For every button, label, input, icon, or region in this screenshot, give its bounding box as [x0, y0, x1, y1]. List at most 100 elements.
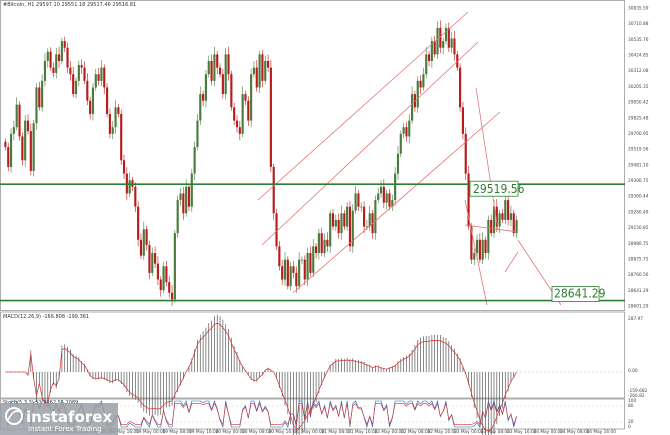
candle-body — [193, 147, 196, 174]
candle-body — [83, 67, 86, 81]
candle-body — [368, 213, 371, 227]
candle-body — [41, 80, 44, 108]
main-chart-header: #Bitcoin, H1 29597.10 29551.18 29517.46 … — [3, 2, 136, 8]
candle-body — [464, 133, 467, 174]
candle-body — [416, 80, 419, 108]
candle-body — [94, 74, 97, 88]
candle-body — [478, 239, 481, 260]
time-tick-label: 21 May 16:00 — [348, 429, 378, 435]
candle-body — [306, 253, 309, 280]
candle-body — [402, 127, 405, 134]
time-tick-label: 24 May 08:00 — [560, 429, 590, 435]
candle-body — [238, 127, 241, 134]
candle-body — [29, 131, 32, 171]
candle-body — [154, 253, 157, 264]
price-tick-label: 30535.76 — [628, 37, 649, 43]
candle-body — [187, 186, 191, 207]
candle-body — [120, 113, 123, 161]
price-tick-label: 28641.29 — [628, 288, 649, 294]
candle-body — [337, 219, 340, 234]
candle-body — [196, 120, 199, 148]
candle-body — [111, 127, 114, 134]
candle-body — [227, 54, 230, 75]
price-tick-label: 29519.56 — [628, 147, 649, 153]
resistance-label-box — [469, 180, 519, 197]
price-tick-label: 29150.85 — [628, 225, 649, 231]
price-tick-label: 28601.29 — [628, 304, 649, 310]
candle-body — [179, 193, 182, 201]
resistance-label: 29519.56 — [473, 182, 525, 196]
candle-body — [444, 27, 448, 42]
price-tick-label: 30835.59 — [628, 6, 649, 12]
support-label: 28641.29 — [554, 287, 606, 301]
instaforex-logo: instaforex Instant Forex Trading — [0, 403, 118, 435]
macd-signal-line — [5, 322, 517, 432]
candle-body — [430, 41, 433, 61]
candle-body — [24, 120, 27, 161]
candle-body — [275, 213, 278, 247]
candle-body — [470, 226, 473, 260]
candle-body — [490, 219, 493, 234]
candle-body — [9, 133, 13, 167]
price-tick-label: 29390.75 — [628, 178, 649, 184]
candle-body — [394, 173, 397, 201]
candle-body — [473, 253, 476, 260]
price-tick-label: 29360.44 — [628, 194, 649, 200]
candle-body — [340, 213, 343, 234]
candle-body — [55, 54, 58, 73]
candle-body — [252, 67, 256, 75]
candle-body — [329, 213, 332, 247]
stoch-tick-label: 80 — [628, 403, 634, 409]
candle-body — [453, 38, 456, 55]
price-tick-label: 30205.35 — [628, 84, 649, 90]
candle-body — [377, 193, 380, 201]
price-tick-label: 28980.75 — [628, 241, 649, 247]
time-tick-label: 20 May 16:00 — [269, 429, 299, 435]
price-tick-label: 30312.08 — [628, 68, 649, 74]
main-panel-frame — [0, 0, 625, 311]
candle-body — [91, 87, 95, 114]
wedge-top — [464, 224, 519, 233]
channel-lower — [292, 111, 501, 294]
candle-body — [286, 259, 289, 287]
candle-body — [18, 104, 21, 137]
candle-body — [216, 54, 219, 68]
candle-body — [399, 133, 402, 154]
candle-body — [247, 100, 250, 121]
candle-body — [303, 259, 306, 280]
candle-body — [425, 54, 428, 75]
candle-body — [15, 104, 18, 128]
macd-tick-label: -159.682 — [628, 388, 648, 394]
candle-body — [495, 206, 498, 227]
candle-body — [292, 266, 295, 273]
candle-body — [509, 213, 513, 220]
candle-body — [298, 259, 301, 287]
candle-body — [52, 67, 55, 73]
candle-body — [69, 67, 72, 75]
candle-body — [419, 80, 422, 88]
macd-axis: 287.97 0.00 -159.682-266.82 — [628, 316, 648, 399]
candle-body — [190, 173, 193, 207]
candle-body — [450, 38, 453, 48]
candle-body — [433, 41, 436, 55]
candle-body — [365, 226, 368, 228]
candle-body — [360, 206, 363, 208]
candle-body — [159, 279, 162, 291]
stoch-tick-label: 0 — [628, 424, 631, 430]
candle-body — [21, 136, 24, 161]
candle-body — [272, 166, 275, 214]
candle-body — [43, 60, 47, 81]
candle-body — [77, 64, 80, 81]
candle-body — [396, 153, 400, 174]
candle-body — [266, 60, 270, 68]
candle-body — [156, 263, 159, 280]
candle-body — [233, 107, 236, 121]
price-tick-label: 29481.10 — [628, 162, 649, 168]
candle-body — [128, 180, 131, 194]
logo-brand: instaforex — [26, 408, 112, 426]
support-label-box — [551, 286, 600, 302]
candle-body — [405, 127, 408, 137]
candle-body — [422, 74, 425, 88]
candle-body — [4, 141, 7, 148]
candle-body — [26, 120, 30, 132]
